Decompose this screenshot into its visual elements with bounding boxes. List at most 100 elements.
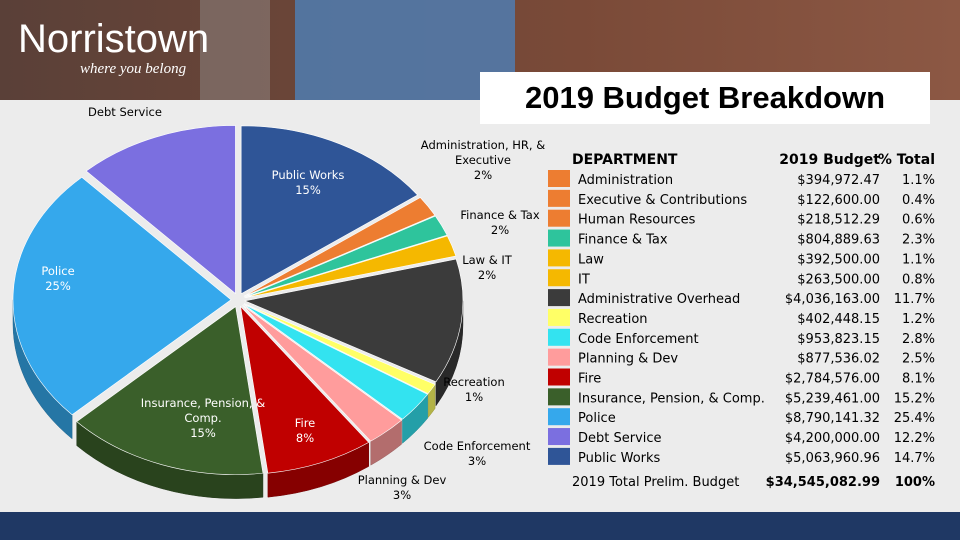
table-cell: $394,972.47 (797, 173, 880, 188)
slice-category: Recreation (443, 375, 505, 389)
slice-label: Finance & Tax 2% (450, 208, 550, 238)
color-swatch (548, 328, 570, 346)
slice-value: 15% (295, 183, 321, 197)
slice (240, 305, 370, 474)
color-swatch (548, 209, 570, 227)
slice-value: 8% (295, 431, 315, 445)
table-cell: $2,784,576.00 (785, 372, 880, 387)
table-cell: $8,790,141.32 (785, 411, 880, 426)
table-cell: 11.7% (894, 292, 935, 307)
table-cell: $5,239,461.00 (785, 391, 880, 406)
table-footer: $34,545,082.99 (766, 475, 880, 490)
slice-label: Public Works 15% (253, 168, 363, 198)
slice (85, 125, 236, 295)
slice-label: Fire 8% (280, 416, 330, 446)
color-swatch (548, 408, 570, 426)
pie (12, 125, 464, 499)
slice-category: Code Enforcement (423, 439, 531, 453)
table-footer: 2019 Total Prelim. Budget (572, 475, 739, 490)
slice-label: Insurance, Pension, & Comp. 15% (133, 396, 273, 441)
color-swatch (548, 368, 570, 386)
slice (243, 258, 464, 383)
color-swatch (548, 269, 570, 287)
slice-value: 2% (473, 168, 493, 182)
photo-banner (295, 0, 515, 100)
table-cell: $122,600.00 (797, 193, 880, 208)
slice-label: Police 25% (18, 264, 98, 294)
table-header: 2019 Budget (779, 152, 880, 168)
table-cell: $4,200,000.00 (785, 431, 880, 446)
table-cell: Public Works (578, 451, 661, 466)
slice-label: Law & IT 2% (442, 253, 532, 283)
slice-value: 3% (392, 488, 412, 502)
slice-value: 25% (45, 279, 71, 293)
table-cell: Code Enforcement (578, 332, 699, 347)
slice-label: Administration, HR, & Executive 2% (408, 138, 558, 183)
slice-category: Public Works (271, 168, 345, 182)
table-cell: 2.8% (902, 332, 935, 347)
tagline: where you belong (80, 61, 187, 77)
slice-value: 3% (467, 454, 487, 468)
slice-label: Debt Service (70, 105, 180, 120)
table-cell: $263,500.00 (797, 272, 880, 287)
table-cell: $953,823.15 (797, 332, 880, 347)
color-swatch (548, 170, 570, 187)
slice (242, 305, 403, 442)
color-swatch (548, 388, 570, 406)
table-cell: 2.3% (902, 233, 935, 248)
table-cell: Planning & Dev (578, 352, 678, 367)
color-swatch (548, 348, 570, 366)
slice (243, 197, 436, 297)
table-cell: $218,512.29 (797, 213, 880, 228)
slice-label: Recreation 1% (429, 375, 519, 405)
slice (243, 304, 429, 420)
slice-value: 15% (190, 426, 216, 440)
slice-category: Fire (294, 416, 316, 430)
table-cell: 0.4% (902, 193, 935, 208)
table-cell: 8.1% (902, 372, 935, 387)
table-cell: Recreation (578, 312, 648, 327)
slice-label: Code Enforcement 3% (417, 439, 537, 469)
slice-category: Law & IT (462, 253, 512, 267)
slice (12, 176, 232, 416)
color-swatch (548, 249, 570, 267)
table-cell: Fire (578, 372, 601, 387)
table-cell: 12.2% (894, 431, 935, 446)
slice-value: 1% (464, 390, 484, 404)
color-swatch (548, 189, 570, 207)
table-cell: 1.2% (902, 312, 935, 327)
slice-category: Insurance, Pension, & Comp. (140, 396, 266, 425)
table-cell: Executive & Contributions (578, 193, 747, 208)
table-cell: IT (578, 272, 590, 287)
table-cell: Human Resources (578, 213, 696, 228)
budget-table: DEPARTMENT 2019 Budget% Total Administrati… (548, 152, 935, 490)
table-cell: $877,536.02 (797, 352, 880, 367)
table-cell: $4,036,163.00 (785, 292, 880, 307)
title-bg (480, 72, 930, 124)
table-cell: Debt Service (578, 431, 662, 446)
table-cell: $402,448.15 (797, 312, 880, 327)
table-cell: $804,889.63 (797, 233, 880, 248)
slice (76, 306, 264, 475)
slice-category: Planning & Dev (357, 473, 447, 487)
slice-category: Police (41, 264, 75, 278)
slice (240, 125, 419, 295)
color-swatch (548, 289, 570, 307)
table-cell: $392,500.00 (797, 252, 880, 267)
slice-label: Planning & Dev 3% (347, 473, 457, 503)
slice (244, 235, 457, 299)
table-cell: 15.2% (894, 391, 935, 406)
footer-bar (0, 512, 960, 540)
table-cell: 14.7% (894, 451, 935, 466)
slice-category: Debt Service (88, 105, 162, 119)
table-header: % Total (878, 152, 935, 168)
color-swatch (548, 447, 570, 465)
table-cell: 1.1% (902, 173, 935, 188)
color-swatch (548, 428, 570, 446)
table-cell: Insurance, Pension, & Comp. (578, 391, 765, 406)
logo: Norristown (18, 17, 209, 61)
slice (244, 215, 448, 298)
slice-category: Administration, HR, & Executive (420, 138, 546, 167)
